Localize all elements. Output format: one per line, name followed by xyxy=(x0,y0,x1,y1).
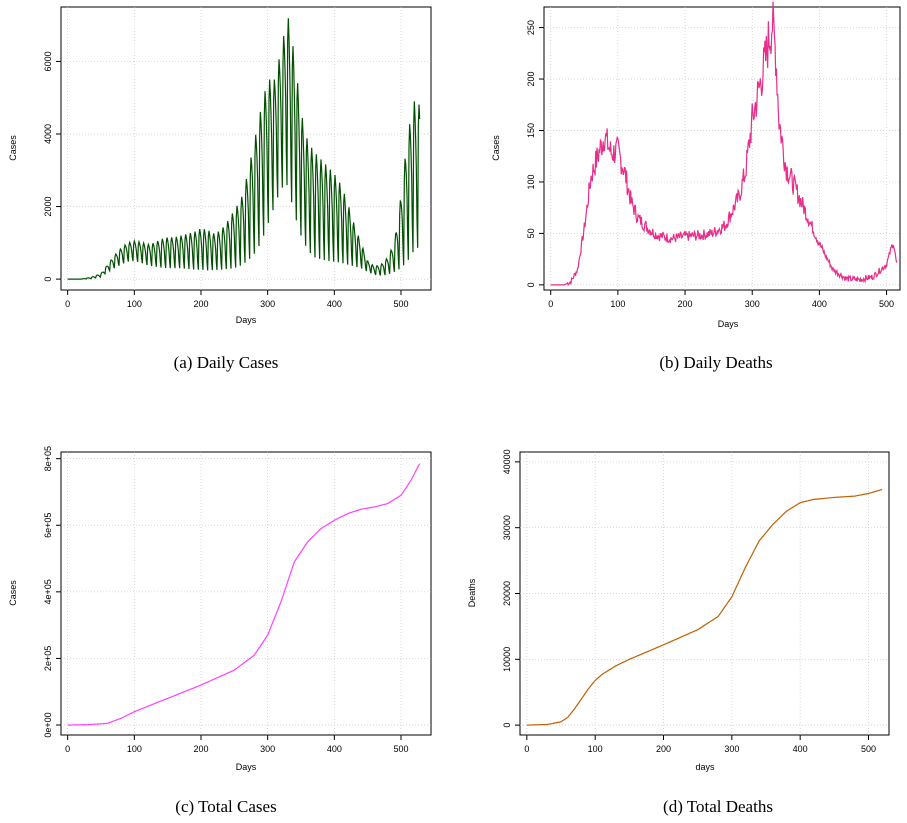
x-tick-label: 500 xyxy=(393,299,408,309)
x-tick-label: 0 xyxy=(65,744,70,754)
plot-frame xyxy=(60,451,432,736)
x-tick-label: 0 xyxy=(524,744,529,754)
x-tick-label: 400 xyxy=(327,299,342,309)
panel-caption: (d) Total Deaths xyxy=(663,797,773,816)
panel-total-cases: 0 100 200 300 400 500 0e+00 2e+05 4e+05 6e+05 8e+… xyxy=(8,446,432,816)
x-tick-label: 300 xyxy=(724,744,739,754)
grid-lines xyxy=(544,7,900,290)
y-tick-label: 6000 xyxy=(43,51,53,71)
x-axis-label: Days xyxy=(236,762,257,772)
x-tick-label: 100 xyxy=(610,299,625,309)
series-line xyxy=(67,18,421,280)
y-ticks: 0 10000 20000 30000 40000 xyxy=(502,449,520,728)
panel-caption: (a) Daily Cases xyxy=(174,353,279,372)
grid-lines xyxy=(520,452,889,735)
y-axis-label: Deaths xyxy=(467,578,477,607)
y-tick-label: 150 xyxy=(526,123,536,138)
panel-caption: (b) Daily Deaths xyxy=(659,353,772,372)
x-axis-label: days xyxy=(695,762,715,772)
panel-daily-cases: 0 100 200 300 400 500 0 2000 4000 6000 Days Case… xyxy=(8,6,432,372)
y-axis-label: Cases xyxy=(8,580,18,606)
y-tick-label: 0 xyxy=(502,723,512,728)
y-axis-label: Cases xyxy=(491,135,501,161)
x-tick-label: 200 xyxy=(678,299,693,309)
x-tick-label: 100 xyxy=(127,744,142,754)
series-line xyxy=(550,1,898,286)
y-ticks: 0e+00 2e+05 4e+05 6e+05 8e+05 xyxy=(43,446,61,738)
y-tick-label: 50 xyxy=(526,228,536,238)
x-tick-label: 0 xyxy=(548,299,553,309)
y-tick-label: 4000 xyxy=(43,124,53,144)
x-tick-label: 200 xyxy=(656,744,671,754)
panel-total-deaths: 0 100 200 300 400 500 0 10000 20000 30000 40000 d… xyxy=(467,449,890,816)
x-tick-label: 0 xyxy=(65,299,70,309)
y-tick-label: 0 xyxy=(526,282,536,287)
x-tick-label: 200 xyxy=(193,744,208,754)
x-ticks: 0 100 200 300 400 500 xyxy=(65,735,409,754)
x-ticks: 0 100 200 300 400 500 xyxy=(65,290,409,309)
x-tick-label: 100 xyxy=(127,299,142,309)
x-ticks: 0 100 200 300 400 500 xyxy=(524,735,876,754)
x-tick-label: 500 xyxy=(861,744,876,754)
x-tick-label: 400 xyxy=(812,299,827,309)
y-tick-label: 2000 xyxy=(43,197,53,217)
y-tick-label: 0e+00 xyxy=(43,712,53,737)
y-tick-label: 20000 xyxy=(502,581,512,606)
y-tick-label: 200 xyxy=(526,72,536,87)
plot-frame xyxy=(519,451,890,736)
y-tick-label: 0 xyxy=(43,277,53,282)
x-tick-label: 300 xyxy=(260,299,275,309)
y-tick-label: 100 xyxy=(526,174,536,189)
x-tick-label: 400 xyxy=(327,744,342,754)
y-ticks: 0 50 100 150 200 250 xyxy=(526,20,544,287)
plot-frame xyxy=(60,6,432,291)
y-tick-label: 8e+05 xyxy=(43,446,53,471)
series-line xyxy=(67,463,421,726)
panel-caption: (c) Total Cases xyxy=(175,797,276,816)
x-tick-label: 100 xyxy=(588,744,603,754)
grid-lines xyxy=(61,7,431,290)
x-tick-label: 400 xyxy=(793,744,808,754)
x-axis-label: Days xyxy=(236,315,257,325)
x-tick-label: 500 xyxy=(393,744,408,754)
x-axis-label: Days xyxy=(718,319,739,329)
y-tick-label: 4e+05 xyxy=(43,579,53,604)
plot-frame xyxy=(543,6,901,291)
x-tick-label: 300 xyxy=(260,744,275,754)
y-tick-label: 10000 xyxy=(502,647,512,672)
panel-daily-deaths: 0 100 200 300 400 500 0 50 100 150 200 250 Days Ca… xyxy=(491,1,901,372)
x-tick-label: 500 xyxy=(879,299,894,309)
y-tick-label: 30000 xyxy=(502,515,512,540)
grid-lines xyxy=(61,452,431,735)
x-ticks: 0 100 200 300 400 500 xyxy=(548,290,894,309)
y-tick-label: 40000 xyxy=(502,449,512,474)
y-ticks: 0 2000 4000 6000 xyxy=(43,51,61,282)
y-tick-label: 6e+05 xyxy=(43,513,53,538)
y-axis-label: Cases xyxy=(8,135,18,161)
y-tick-label: 2e+05 xyxy=(43,646,53,671)
series-line xyxy=(526,488,883,726)
x-tick-label: 200 xyxy=(193,299,208,309)
x-tick-label: 300 xyxy=(745,299,760,309)
y-tick-label: 250 xyxy=(526,20,536,35)
